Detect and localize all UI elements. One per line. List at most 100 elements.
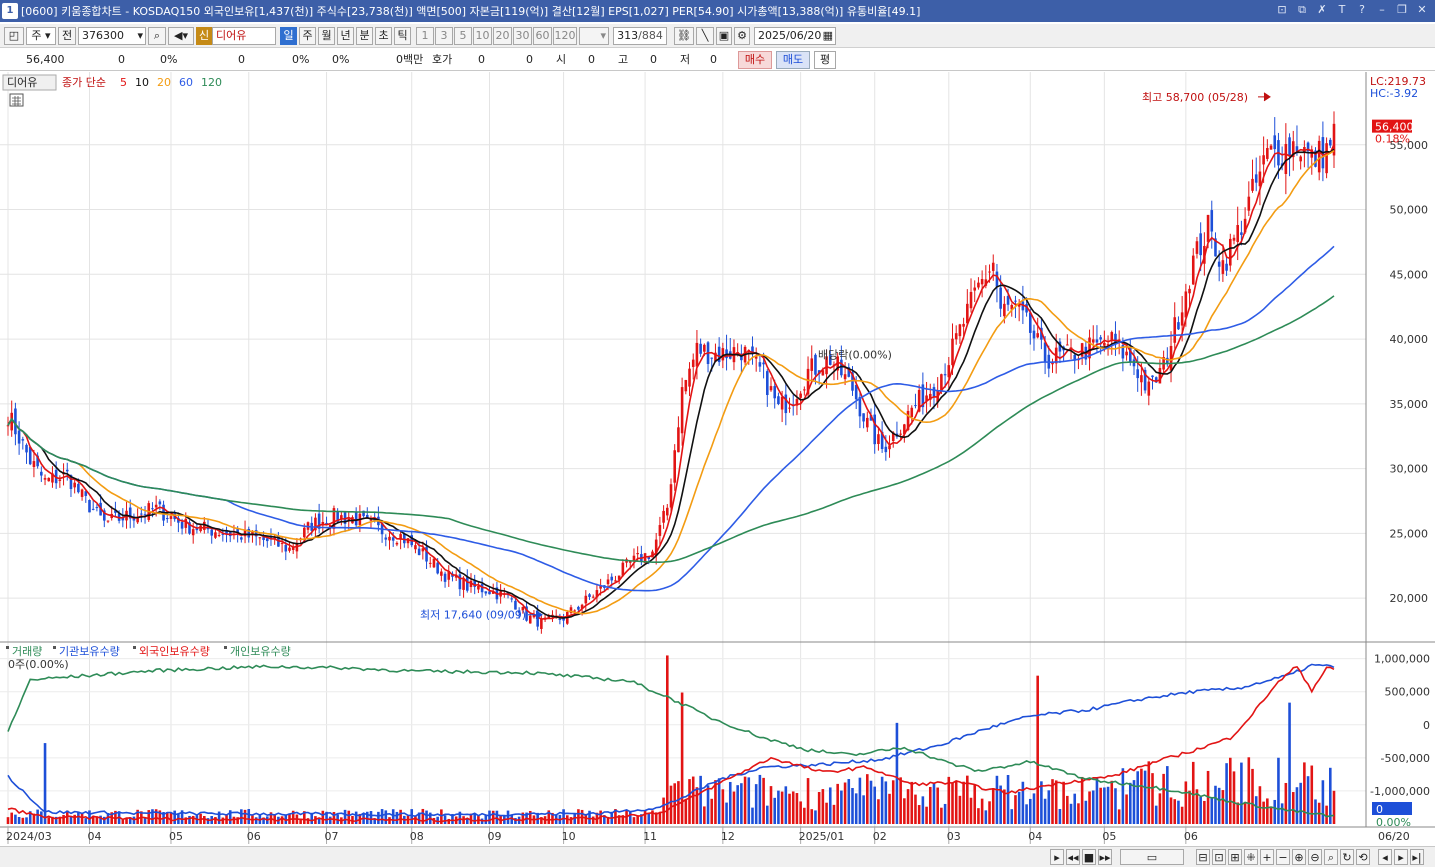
font-size-icon[interactable]: T [1338, 3, 1346, 16]
candle-body-172 [643, 553, 647, 563]
price-tick-7: 55,000 [1390, 139, 1429, 152]
pin-icon[interactable]: ✗ [1317, 3, 1327, 16]
candle-body-326 [1214, 238, 1217, 257]
volume-bar-272 [1014, 795, 1017, 824]
interval-3[interactable]: 3 [435, 27, 453, 45]
candle-body-321 [1195, 241, 1199, 254]
zoom-in-icon[interactable]: ⊕ [1292, 849, 1306, 865]
calendar-icon: ▦ [822, 29, 833, 42]
volume-bar-20 [80, 813, 84, 824]
rotate-icon[interactable]: ⟲ [1356, 849, 1370, 865]
eval-button[interactable]: 평 [814, 51, 836, 69]
table-view-icon[interactable] [9, 93, 24, 107]
search-icon[interactable]: ⌕ [148, 27, 166, 45]
candle-body-292 [1088, 337, 1091, 359]
interval-custom-select[interactable]: ▾ [579, 27, 609, 45]
save-icon[interactable]: ▣ [716, 27, 732, 45]
zoom-fit-icon[interactable]: ⊟ [1196, 849, 1210, 865]
date-label-3: 06 [247, 830, 261, 843]
scrollbar-track[interactable]: ▭ [1120, 849, 1184, 865]
candle-body-207 [773, 386, 777, 399]
candle-body-163 [610, 576, 614, 581]
volume-bar-185 [691, 776, 695, 824]
buy-button[interactable]: 매수 [738, 51, 772, 69]
zoom-out-icon[interactable]: ⊖ [1308, 849, 1322, 865]
diagonal-line-icon[interactable]: ╲ [696, 27, 714, 45]
stock-name-field[interactable]: 디어유 [212, 27, 276, 45]
price-axis: 20,000 25,000 30,000 35,000 40,000 45,000 50,0… [1390, 139, 1429, 605]
close-icon[interactable]: ✕ [1417, 3, 1427, 16]
data-count-field[interactable]: 313/884 [613, 27, 667, 45]
tab-second[interactable]: 초 [375, 27, 392, 45]
interval-60[interactable]: 60 [533, 27, 552, 45]
interval-10[interactable]: 10 [473, 27, 492, 45]
crosshair-icon[interactable]: ⊞ [1228, 849, 1242, 865]
link-icon[interactable]: ⊡ [1277, 3, 1287, 16]
sell-button[interactable]: 매도 [776, 51, 810, 69]
volume-bar-32 [125, 817, 128, 824]
tab-minute[interactable]: 분 [356, 27, 373, 45]
volume-bar-288 [1073, 793, 1077, 824]
candle-body-70 [265, 538, 269, 542]
candle-body-83 [314, 517, 317, 531]
volume-bar-342 [1273, 799, 1277, 824]
interval-120[interactable]: 120 [553, 27, 577, 45]
stock-code-input[interactable]: 376300 ▾ [78, 27, 146, 45]
candle-body-130 [488, 591, 491, 595]
volume-bar-235 [877, 799, 880, 824]
speaker-icon[interactable]: ◀▾ [168, 27, 194, 45]
plus-icon[interactable]: + [1260, 849, 1274, 865]
candle-body-272 [1014, 300, 1017, 302]
chart-area[interactable]: 디어유 종가 단순 5 10 20 60 120 최고 58,700 (05/28) 최저… [0, 72, 1435, 846]
high-label: 고 [618, 53, 629, 66]
candle-body-62 [236, 528, 239, 533]
cursor-icon[interactable]: ⁜ [1244, 849, 1258, 865]
tab-year[interactable]: 년 [337, 27, 354, 45]
scroll-right-icon[interactable]: ▸| [1410, 849, 1424, 865]
chart-menu-icon[interactable]: ◰ [4, 27, 24, 45]
minus-icon[interactable]: − [1276, 849, 1290, 865]
next-page-icon[interactable]: ▸ [1394, 849, 1408, 865]
previous-page-icon[interactable]: ◂ [1378, 849, 1392, 865]
interval-1[interactable]: 1 [416, 27, 434, 45]
candle-body-44 [169, 516, 173, 519]
period-select[interactable]: 주 ▾ [26, 27, 56, 45]
volume-bar-74 [280, 816, 284, 824]
volume-bar-213 [795, 793, 799, 824]
candle-body-59 [225, 531, 228, 534]
tab-week[interactable]: 주 [299, 27, 316, 45]
tab-month[interactable]: 월 [318, 27, 335, 45]
interval-5[interactable]: 5 [454, 27, 472, 45]
copy-window-icon[interactable]: ⧉ [1298, 3, 1306, 16]
magnify-icon[interactable]: ⌕ [1324, 849, 1338, 865]
candle-body-269 [1003, 303, 1006, 317]
gear-icon[interactable]: ⚙ [734, 27, 750, 45]
chain-link-icon[interactable]: ⛓ [674, 27, 694, 45]
reset-icon[interactable]: ↻ [1340, 849, 1354, 865]
volume-bar-318 [1184, 781, 1188, 824]
candle-body-52 [199, 525, 202, 532]
minimize-icon[interactable]: – [1379, 3, 1385, 16]
candle-body-69 [262, 537, 265, 541]
date-input[interactable]: 2025/06/20 ▦ [754, 27, 836, 45]
fast-forward-icon[interactable]: ▸▸ [1098, 849, 1112, 865]
prev-button[interactable]: 전 [58, 27, 76, 45]
scroll-left-icon[interactable]: ▸ [1050, 849, 1064, 865]
volume-bar-301 [1121, 768, 1125, 824]
hoga-value-2: 0 [526, 53, 533, 66]
window-title: [0600] 키움종합차트 - KOSDAQ150 외국인보유[1,437(천)… [21, 5, 921, 18]
stock-tab-box[interactable] [2, 74, 57, 91]
stop-icon[interactable]: ■ [1082, 849, 1096, 865]
date-label-4: 07 [325, 830, 339, 843]
zoom-box-icon[interactable]: ⊡ [1212, 849, 1226, 865]
interval-20[interactable]: 20 [493, 27, 512, 45]
rewind-icon[interactable]: ◂◂ [1066, 849, 1080, 865]
candle-body-205 [766, 371, 769, 395]
volume-bar-157 [588, 810, 591, 824]
restore-icon[interactable]: ❐ [1397, 3, 1407, 16]
candle-body-168 [628, 561, 632, 563]
help-icon[interactable]: ? [1359, 3, 1365, 16]
tab-day[interactable]: 일 [280, 27, 297, 45]
interval-30[interactable]: 30 [513, 27, 532, 45]
tab-tick[interactable]: 틱 [394, 27, 411, 45]
